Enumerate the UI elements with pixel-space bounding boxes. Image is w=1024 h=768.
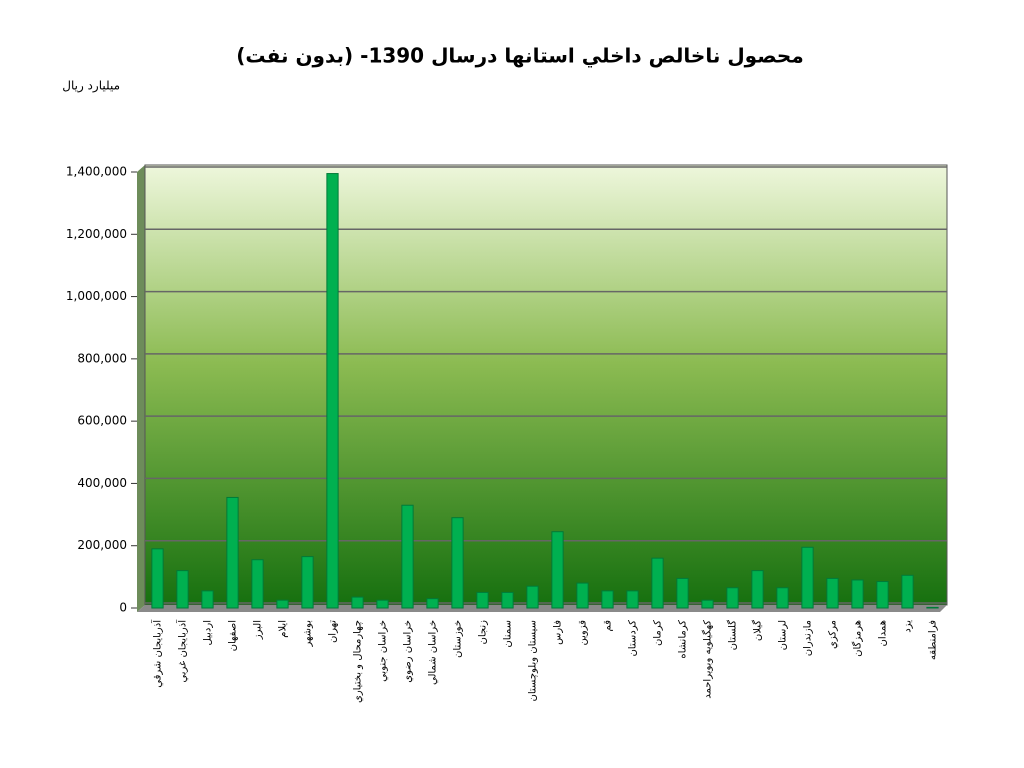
bar (701, 599, 714, 609)
x-tick-label: كردستان (628, 620, 639, 657)
bar (376, 599, 389, 609)
y-tick-label: 400,000 (77, 476, 127, 490)
x-tick-label: اصفهان (228, 620, 239, 651)
bar (751, 570, 764, 609)
x-tick-label: قزوين (578, 620, 589, 646)
y-axis-label: ميليارد ريال (62, 79, 120, 94)
plot-floor (137, 605, 947, 612)
bar (826, 577, 839, 609)
bar (926, 606, 939, 609)
x-tick-label: ايلام (278, 620, 289, 638)
y-tick-label: 1,400,000 (66, 165, 127, 179)
bar (651, 557, 664, 609)
bar (501, 591, 514, 609)
x-tick-label: كهگيلويه وبويراحمد (702, 620, 714, 699)
plot-wall (137, 165, 145, 612)
bar (176, 570, 189, 609)
x-tick-label: خراسان رضوي (403, 620, 414, 683)
x-tick-label: چهارمحال و بختياري (353, 620, 364, 703)
x-tick-label: لرستان (778, 620, 789, 650)
x-tick-label: گيلان (752, 620, 764, 641)
y-tick-label: 1,000,000 (66, 289, 127, 303)
bar (676, 577, 689, 609)
x-tick-label: كرمان (653, 620, 664, 646)
bar (401, 504, 414, 609)
x-tick-label: آذربايجان غربي (176, 619, 189, 683)
x-tick-label: فارس (553, 620, 564, 645)
bar (851, 579, 864, 609)
bar (476, 591, 489, 609)
bar (151, 548, 164, 609)
bar (576, 582, 589, 609)
x-tick-label: گلستان (727, 620, 739, 651)
bar (901, 574, 914, 609)
x-tick-label: سمنان (503, 620, 514, 648)
x-tick-label: بوشهر (303, 620, 314, 647)
x-tick-label: هرمزگان (852, 620, 864, 657)
x-tick-label: كرمانشاه (678, 620, 689, 659)
bar (451, 517, 464, 609)
bar (601, 590, 614, 609)
x-tick-label: زنجان (478, 620, 489, 645)
bar (726, 587, 739, 609)
x-tick-label: سيستان وبلوچستان (528, 620, 539, 702)
x-tick-label: فرامنطقه (928, 620, 939, 660)
y-tick-label: 200,000 (77, 538, 127, 552)
y-tick-label: 800,000 (77, 351, 127, 365)
bar (326, 173, 339, 609)
x-tick-label: خراسان جنوبي (378, 620, 389, 682)
bar (551, 531, 564, 609)
y-tick-label: 0 (119, 601, 127, 615)
plot-area (144, 164, 948, 606)
x-tick-label: يزد (903, 620, 914, 633)
bar (626, 590, 639, 609)
x-tick-label: اردبيل (203, 620, 214, 645)
bar (526, 585, 539, 609)
y-tick-label: 600,000 (77, 414, 127, 428)
y-tick-label: 1,200,000 (66, 227, 127, 241)
x-tick-label: خراسان شمالي (428, 620, 439, 685)
bar (226, 496, 239, 609)
x-tick-label: البرز (253, 620, 264, 640)
bar (351, 596, 364, 609)
x-tick-label: خوزستان (453, 620, 464, 658)
x-tick-label: مركزي (828, 620, 839, 649)
bar (426, 598, 439, 609)
x-tick-label: همدان (878, 620, 889, 646)
x-tick-label: قم (603, 620, 614, 632)
bar (251, 559, 264, 609)
bar (776, 587, 789, 609)
chart-title: محصول ناخالص داخلي استانها درسال 1390- (… (236, 44, 803, 69)
bar (201, 590, 214, 609)
bar (801, 546, 814, 609)
x-tick-label: آذربايجان شرقي (151, 619, 164, 688)
bar (276, 599, 289, 609)
x-tick-label: مازندران (803, 620, 814, 656)
bar (301, 556, 314, 609)
x-tick-label: تهران (328, 620, 339, 643)
bar (876, 581, 889, 609)
